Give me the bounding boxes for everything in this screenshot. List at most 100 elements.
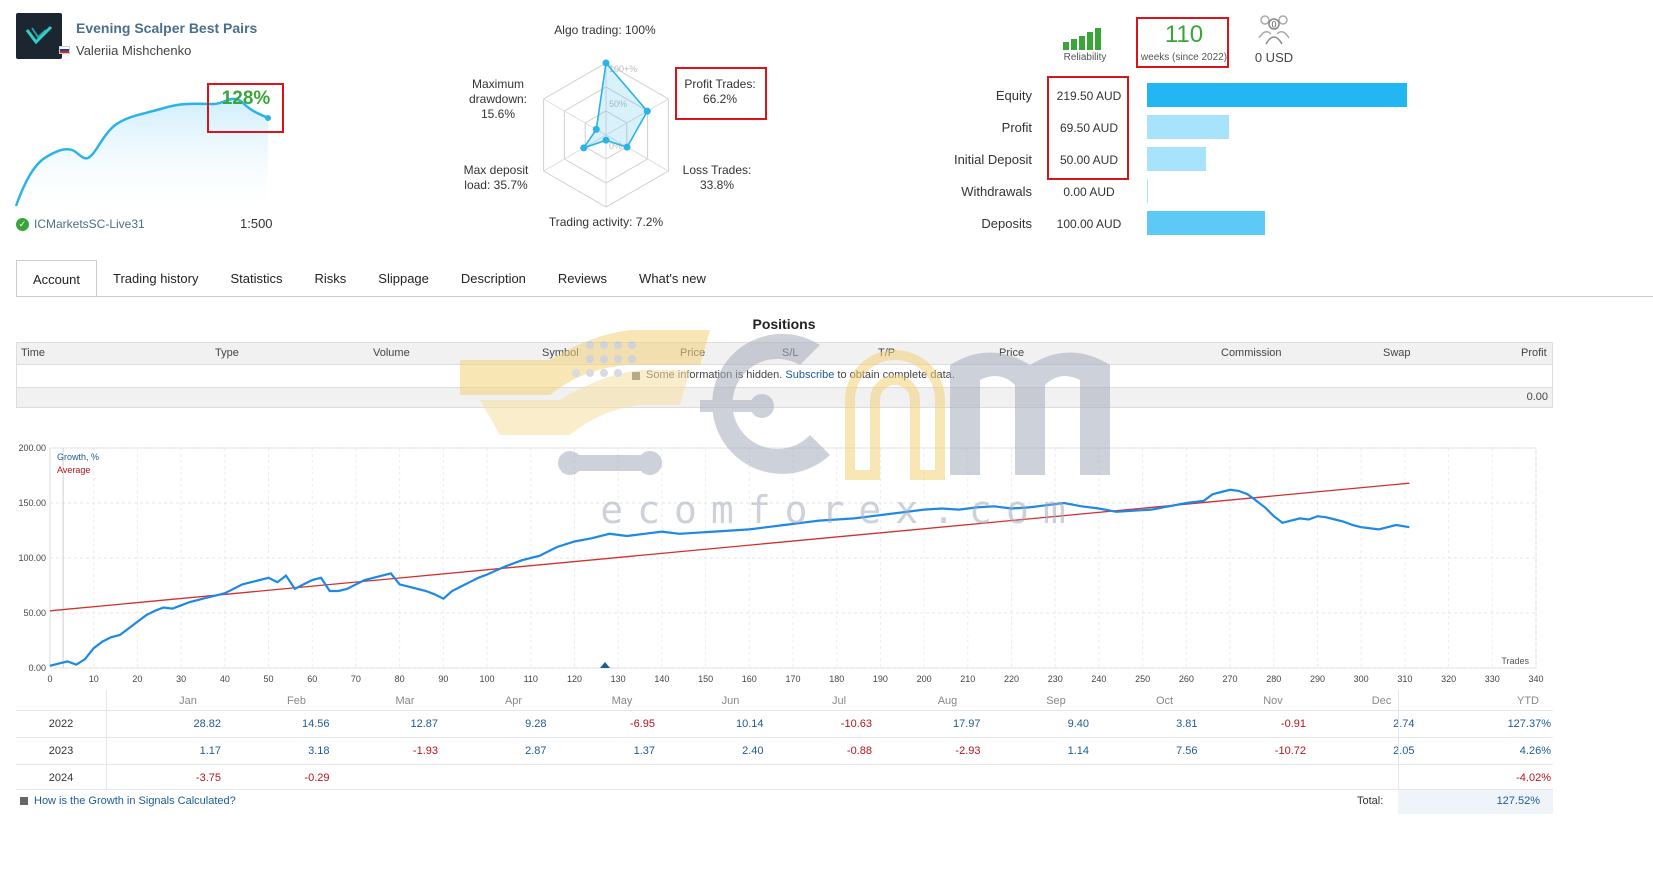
weeks-label: weeks (since 2022) [1140,52,1228,63]
x-tick-label: 80 [395,674,405,684]
month-cell: 7.56 [1176,745,1198,757]
col-tp[interactable]: T/P [878,347,896,359]
radar-label-activity: Trading activity: 7.2% [548,215,664,229]
tab-risks[interactable]: Risks [314,271,347,286]
month-header-mar: Mar [395,695,415,707]
signal-author[interactable]: Valeriia Mishchenko [76,43,192,58]
radar-label-drawdown: Maximum drawdown: 15.6% [468,77,528,121]
month-header-oct: Oct [1155,695,1174,707]
weeks-value: 110 [1164,21,1204,48]
stat-name-4: Deposits [981,216,1032,231]
x-tick-labels: 0 10 20 30 40 50 60 70 80 90 100 110 120 130 140 150 160… [47,674,1543,684]
subscription-price: 0 USD [1254,50,1294,65]
tab-reviews[interactable]: Reviews [557,271,608,286]
stat-value-4: 100.00 AUD [1056,217,1122,231]
x-tick-label: 160 [742,674,757,684]
col-commission[interactable]: Commission [1221,347,1282,359]
year-label: 2024 [48,772,74,784]
stat-bar-2 [1147,147,1207,171]
col-swap[interactable]: Swap [1383,347,1411,359]
month-cell: 1.37 [633,745,655,757]
radar-point-3 [602,136,610,144]
deposit-marker-icon [600,662,610,668]
tab-description[interactable]: Description [460,271,526,286]
tabs-divider [16,296,1653,297]
x-tick-label: 200 [917,674,932,684]
col-type[interactable]: Type [215,347,239,359]
subscribe-link[interactable]: Subscribe [785,369,835,381]
x-tick-label: 150 [698,674,713,684]
hidden-info-row: Some information is hidden. Subscribe to… [17,365,1552,387]
month-cell: -10.63 [840,718,872,730]
x-tick-label: 70 [351,674,361,684]
stat-bar-3 [1147,179,1148,203]
positions-title: Positions [752,316,816,332]
stat-name-2: Initial Deposit [953,152,1032,167]
radar-label-profit: Profit Trades: 66.2% [684,77,756,106]
y-tick-labels: 0.00 50.00 100.00 150.00 200.00 [18,443,46,673]
tab-trading-history[interactable]: Trading history [112,271,199,286]
radar-label-loss: Loss Trades: 33.8% [682,163,752,192]
total-value: 127.52% [1496,795,1540,807]
x-tick-label: 230 [1048,674,1063,684]
x-tick-label: 310 [1397,674,1412,684]
broker-server[interactable]: ICMarketsSC-Live31 [34,217,145,231]
growth-calc-link[interactable]: How is the Growth in Signals Calculated? [34,795,236,807]
month-header-jan: Jan [179,695,197,707]
x-tick-label: 10 [89,674,99,684]
signal-logo[interactable] [16,13,62,59]
col-time[interactable]: Time [21,347,46,359]
radar-label-algo: Algo trading: 100% [554,23,656,37]
tab-slippage[interactable]: Slippage [378,271,429,286]
legend-average: Average [57,465,90,475]
x-tick-label: 280 [1266,674,1281,684]
col-symbol[interactable]: Symbol [542,347,579,359]
y-tick-label: 200.00 [18,443,46,453]
signal-title[interactable]: Evening Scalper Best Pairs [76,20,258,36]
x-tick-label: 170 [785,674,800,684]
total-label: Total: [1357,795,1384,807]
radar-spoke-1 [605,98,669,136]
radar-ring-label-0: 100+% [609,64,637,74]
monthly-row-2022: 2022 28.82 14.56 12.87 9.28 -6.95 10.14 -10.63 1… [16,710,1553,737]
radar-shape [580,59,651,152]
stat-name-0: Equity [995,88,1032,103]
month-header-jul: Jul [831,695,847,707]
month-cell: 2.05 [1393,745,1415,757]
financials-highlight-box [1047,76,1129,180]
year-label: 2022 [48,718,74,730]
x-tick-label: 180 [829,674,844,684]
subscribers-icon: 0 [1258,15,1290,45]
series-growth-line [49,488,1410,667]
ytd-header: YTD [1517,695,1539,707]
tab-whats-new[interactable]: What's new [639,271,706,286]
month-cell: 1.17 [199,745,221,757]
month-cell: -2.93 [955,745,981,757]
col-sl[interactable]: S/L [782,347,799,359]
col-profit[interactable]: Profit [1521,347,1547,359]
month-cell: -6.95 [629,718,655,730]
x-tick-label: 20 [132,674,142,684]
radar-point-1 [643,107,651,115]
x-tick-label: 290 [1310,674,1325,684]
month-cell: -3.75 [195,772,221,784]
col-volume[interactable]: Volume [373,347,410,359]
mini-growth-chart [14,97,271,210]
table-separator-0 [106,690,107,789]
radar-spoke-4 [543,134,607,172]
radar-label-deposit-load: Max deposit load: 35.7% [463,163,529,192]
col-price-current[interactable]: Price [999,347,1025,359]
tab-statistics[interactable]: Statistics [230,271,283,286]
tab-account[interactable]: Account [16,260,97,297]
risk-radar-chart: 100+% 50% 0% [543,59,669,208]
radar-ring-label-1: 50% [609,99,627,109]
positions-table: Time Type Volume Symbol Price S/L T/P Pr… [16,342,1553,408]
x-tick-label: 250 [1135,674,1150,684]
x-axis-label: Trades [1501,656,1529,666]
stat-value-2: 50.00 AUD [1059,153,1119,167]
col-price[interactable]: Price [680,347,706,359]
monthly-table-bottom-line [16,789,1553,790]
tab-bar: Account Trading history Statistics Risks… [16,260,722,297]
x-tick-label: 50 [264,674,274,684]
checkmark-logo-icon [25,25,53,45]
